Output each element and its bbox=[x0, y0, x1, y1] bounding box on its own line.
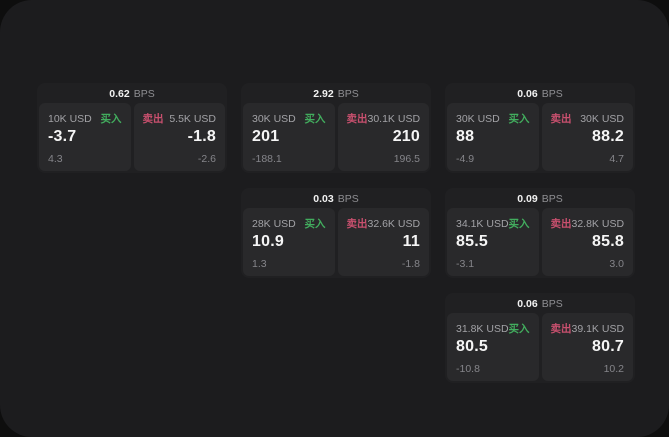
bps-value: 0.06 bbox=[517, 298, 538, 310]
sell-panel[interactable]: 卖出 30.1K USD 210 196.5 bbox=[337, 103, 429, 171]
buy-size: 31.8K USD bbox=[456, 322, 509, 335]
buy-panel[interactable]: 28K USD 买入 10.9 1.3 bbox=[243, 208, 335, 276]
bps-value: 2.92 bbox=[313, 88, 334, 100]
sell-panel[interactable]: 卖出 32.6K USD 11 -1.8 bbox=[337, 208, 429, 276]
bps-unit-label: BPS bbox=[337, 88, 359, 100]
quote-card-1: 2.92 BPS 30K USD 买入 201 -188.1 卖出 bbox=[241, 83, 431, 173]
buy-sell-panels: 10K USD 买入 -3.7 4.3 卖出 5.5K USD -1.8 -2.… bbox=[39, 103, 225, 171]
sell-size: 5.5K USD bbox=[169, 112, 216, 125]
sell-delta: 4.7 bbox=[609, 153, 624, 165]
sell-label: 卖出 bbox=[346, 113, 368, 125]
card-header: 0.06 BPS bbox=[447, 295, 633, 313]
buy-panel[interactable]: 34.1K USD 买入 85.5 -3.1 bbox=[447, 208, 539, 276]
bps-unit-label: BPS bbox=[337, 193, 359, 205]
quote-card-5: 0.06 BPS 31.8K USD 买入 80.5 -10.8 卖 bbox=[445, 293, 635, 383]
buy-delta: 4.3 bbox=[48, 153, 63, 165]
bps-unit-label: BPS bbox=[133, 88, 155, 100]
buy-price: 80.5 bbox=[456, 338, 488, 355]
bps-value: 0.06 bbox=[517, 88, 538, 100]
buy-size: 28K USD bbox=[252, 217, 296, 230]
buy-sell-panels: 30K USD 买入 88 -4.9 卖出 30K USD 88.2 4.7 bbox=[447, 103, 633, 171]
sell-delta: 10.2 bbox=[603, 363, 624, 375]
buy-price: 88 bbox=[456, 128, 475, 145]
buy-panel[interactable]: 30K USD 买入 88 -4.9 bbox=[447, 103, 539, 171]
buy-delta: -10.8 bbox=[456, 363, 480, 375]
buy-size: 30K USD bbox=[252, 112, 296, 125]
bps-value: 0.62 bbox=[109, 88, 130, 100]
bps-unit-label: BPS bbox=[541, 298, 563, 310]
sell-size: 39.1K USD bbox=[571, 322, 625, 335]
sell-size: 30.1K USD bbox=[367, 112, 421, 125]
card-header: 2.92 BPS bbox=[243, 85, 429, 103]
card-header: 0.62 BPS bbox=[39, 85, 225, 103]
buy-label: 买入 bbox=[304, 218, 326, 230]
sell-delta: 3.0 bbox=[609, 258, 624, 270]
buy-sell-panels: 31.8K USD 买入 80.5 -10.8 卖出 39.1K USD 80.… bbox=[447, 313, 633, 381]
sell-size: 30K USD bbox=[580, 112, 624, 125]
quote-cards-grid: 0.62 BPS 10K USD 买入 -3.7 4.3 卖出 bbox=[37, 83, 635, 383]
buy-panel[interactable]: 10K USD 买入 -3.7 4.3 bbox=[39, 103, 131, 171]
sell-panel[interactable]: 卖出 39.1K USD 80.7 10.2 bbox=[541, 313, 633, 381]
sell-label: 卖出 bbox=[142, 113, 164, 125]
sell-price: 210 bbox=[392, 128, 420, 145]
bps-value: 0.09 bbox=[517, 193, 538, 205]
buy-size: 10K USD bbox=[48, 112, 92, 125]
sell-panel[interactable]: 卖出 30K USD 88.2 4.7 bbox=[541, 103, 633, 171]
sell-price: -1.8 bbox=[187, 128, 216, 145]
sell-price: 88.2 bbox=[592, 128, 624, 145]
sell-price: 85.8 bbox=[592, 233, 624, 250]
sell-label: 卖出 bbox=[550, 218, 572, 230]
buy-label: 买入 bbox=[100, 113, 122, 125]
bps-unit-label: BPS bbox=[541, 88, 563, 100]
quote-card-4: 0.09 BPS 34.1K USD 买入 85.5 -3.1 卖出 bbox=[445, 188, 635, 278]
sell-delta: 196.5 bbox=[393, 153, 420, 165]
buy-size: 30K USD bbox=[456, 112, 500, 125]
buy-sell-panels: 34.1K USD 买入 85.5 -3.1 卖出 32.8K USD 85.8… bbox=[447, 208, 633, 276]
sell-price: 80.7 bbox=[592, 338, 624, 355]
buy-delta: -4.9 bbox=[456, 153, 475, 165]
quote-card-0: 0.62 BPS 10K USD 买入 -3.7 4.3 卖出 bbox=[37, 83, 227, 173]
buy-sell-panels: 30K USD 买入 201 -188.1 卖出 30.1K USD 210 1… bbox=[243, 103, 429, 171]
buy-price: 85.5 bbox=[456, 233, 488, 250]
buy-panel[interactable]: 31.8K USD 买入 80.5 -10.8 bbox=[447, 313, 539, 381]
sell-label: 卖出 bbox=[346, 218, 368, 230]
sell-size: 32.8K USD bbox=[571, 217, 625, 230]
buy-label: 买入 bbox=[508, 323, 530, 335]
buy-delta: -3.1 bbox=[456, 258, 475, 270]
buy-price: 10.9 bbox=[252, 233, 284, 250]
buy-delta: 1.3 bbox=[252, 258, 267, 270]
buy-price: 201 bbox=[252, 128, 280, 145]
buy-label: 买入 bbox=[304, 113, 326, 125]
bps-value: 0.03 bbox=[313, 193, 334, 205]
sell-delta: -2.6 bbox=[197, 153, 216, 165]
sell-panel[interactable]: 卖出 32.8K USD 85.8 3.0 bbox=[541, 208, 633, 276]
buy-sell-panels: 28K USD 买入 10.9 1.3 卖出 32.6K USD 11 -1.8 bbox=[243, 208, 429, 276]
quote-card-3: 0.03 BPS 28K USD 买入 10.9 1.3 卖出 bbox=[241, 188, 431, 278]
buy-delta: -188.1 bbox=[252, 153, 282, 165]
sell-label: 卖出 bbox=[550, 323, 572, 335]
buy-price: -3.7 bbox=[48, 128, 77, 145]
sell-panel[interactable]: 卖出 5.5K USD -1.8 -2.6 bbox=[133, 103, 225, 171]
buy-label: 买入 bbox=[508, 218, 530, 230]
quote-card-2: 0.06 BPS 30K USD 买入 88 -4.9 卖出 bbox=[445, 83, 635, 173]
sell-delta: -1.8 bbox=[401, 258, 420, 270]
bps-unit-label: BPS bbox=[541, 193, 563, 205]
buy-panel[interactable]: 30K USD 买入 201 -188.1 bbox=[243, 103, 335, 171]
sell-size: 32.6K USD bbox=[367, 217, 421, 230]
card-header: 0.09 BPS bbox=[447, 190, 633, 208]
buy-label: 买入 bbox=[508, 113, 530, 125]
buy-size: 34.1K USD bbox=[456, 217, 509, 230]
sell-price: 11 bbox=[402, 233, 420, 250]
sell-label: 卖出 bbox=[550, 113, 572, 125]
card-header: 0.06 BPS bbox=[447, 85, 633, 103]
card-header: 0.03 BPS bbox=[243, 190, 429, 208]
